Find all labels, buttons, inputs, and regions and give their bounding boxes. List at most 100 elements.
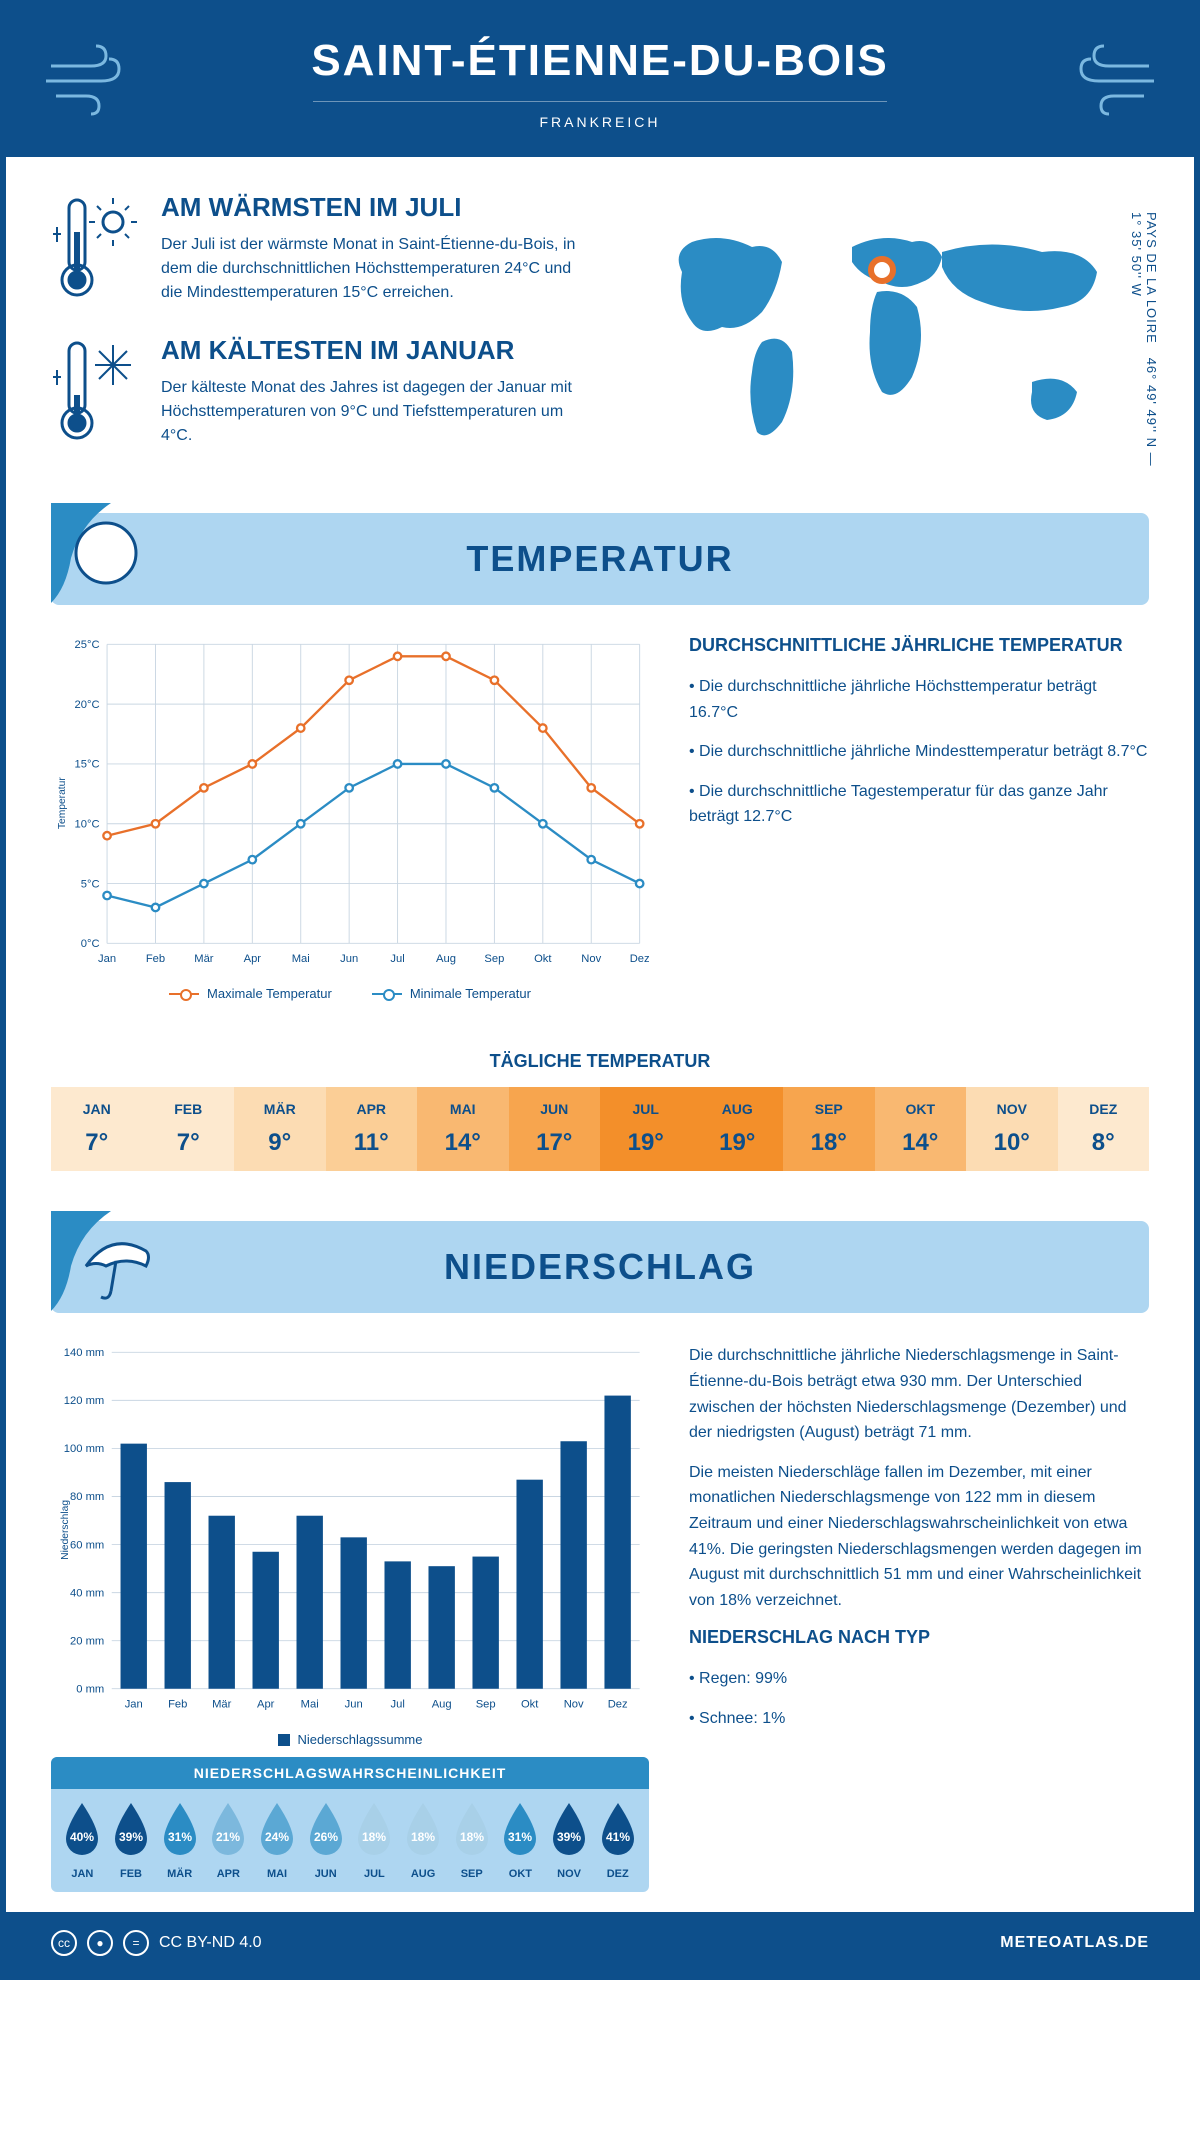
thermometer-hot-icon	[51, 192, 141, 302]
svg-text:Dez: Dez	[608, 1699, 628, 1711]
svg-text:25°C: 25°C	[75, 639, 100, 651]
nd-icon: =	[123, 1930, 149, 1956]
svg-text:60 mm: 60 mm	[70, 1540, 104, 1552]
temp-legend: Maximale Temperatur Minimale Temperatur	[51, 986, 649, 1001]
prob-drop: 21%APR	[205, 1801, 252, 1880]
svg-text:120 mm: 120 mm	[64, 1396, 104, 1408]
prob-drop: 40%JAN	[59, 1801, 106, 1880]
wind-icon-left	[41, 41, 141, 121]
fact-cold-title: AM KÄLTESTEN IM JANUAR	[161, 335, 585, 366]
svg-text:Apr: Apr	[257, 1699, 275, 1711]
svg-text:15°C: 15°C	[75, 759, 100, 771]
prob-title: NIEDERSCHLAGSWAHRSCHEINLICHKEIT	[51, 1757, 649, 1789]
svg-text:41%: 41%	[606, 1830, 630, 1844]
svg-text:21%: 21%	[216, 1830, 240, 1844]
prob-drop: 26%JUN	[302, 1801, 349, 1880]
svg-text:Jan: Jan	[98, 953, 116, 965]
svg-text:Okt: Okt	[534, 953, 552, 965]
fact-cold-text: Der kälteste Monat des Jahres ist dagege…	[161, 376, 585, 448]
prob-drop: 39%NOV	[546, 1801, 593, 1880]
fact-warm-title: AM WÄRMSTEN IM JULI	[161, 192, 585, 223]
license-text: CC BY-ND 4.0	[159, 1934, 262, 1952]
temp-text-title: DURCHSCHNITTLICHE JÄHRLICHE TEMPERATUR	[689, 635, 1149, 656]
temp-bullet-1: • Die durchschnittliche jährliche Mindes…	[689, 739, 1149, 765]
svg-text:Nov: Nov	[581, 953, 601, 965]
svg-text:Mai: Mai	[292, 953, 310, 965]
svg-text:Feb: Feb	[146, 953, 165, 965]
svg-text:Nov: Nov	[564, 1699, 584, 1711]
wind-icon-right	[1059, 41, 1159, 121]
header: SAINT-ÉTIENNE-DU-BOIS FRANKREICH	[6, 6, 1194, 157]
svg-text:18%: 18%	[460, 1830, 484, 1844]
temperature-body: 0°C5°C10°C15°C20°C25°CJanFebMärAprMaiJun…	[6, 605, 1194, 1031]
daily-cell: OKT14°	[875, 1087, 967, 1171]
svg-text:0 mm: 0 mm	[76, 1684, 104, 1696]
svg-text:Jul: Jul	[390, 953, 404, 965]
svg-text:Mär: Mär	[212, 1699, 232, 1711]
prob-drop: 41%DEZ	[594, 1801, 641, 1880]
section-header-precip: NIEDERSCHLAG	[51, 1221, 1149, 1313]
daily-cell: DEZ8°	[1058, 1087, 1150, 1171]
svg-text:18%: 18%	[362, 1830, 386, 1844]
svg-text:26%: 26%	[314, 1830, 338, 1844]
svg-text:20 mm: 20 mm	[70, 1636, 104, 1648]
svg-text:Jul: Jul	[391, 1699, 405, 1711]
world-map	[615, 192, 1149, 472]
fact-coldest: AM KÄLTESTEN IM JANUAR Der kälteste Mona…	[51, 335, 585, 448]
coordinates: PAYS DE LA LOIRE 46° 49' 49'' N — 1° 35'…	[1129, 212, 1159, 478]
precip-type-1: • Schnee: 1%	[689, 1706, 1149, 1732]
svg-text:31%: 31%	[508, 1830, 532, 1844]
svg-text:Sep: Sep	[484, 953, 504, 965]
svg-text:Mär: Mär	[194, 953, 214, 965]
prob-drop: 31%MÄR	[156, 1801, 203, 1880]
precip-type-title: NIEDERSCHLAG NACH TYP	[689, 1627, 1149, 1648]
svg-text:140 mm: 140 mm	[64, 1347, 104, 1359]
thermometer-cold-icon	[51, 335, 141, 445]
daily-cell: APR11°	[326, 1087, 418, 1171]
svg-text:Mai: Mai	[301, 1699, 319, 1711]
prob-drop: 18%SEP	[448, 1801, 495, 1880]
site-name: METEOATLAS.DE	[1000, 1934, 1149, 1952]
by-icon: ●	[87, 1930, 113, 1956]
prob-drop: 18%JUL	[351, 1801, 398, 1880]
umbrella-icon	[51, 1211, 171, 1321]
svg-text:Jan: Jan	[125, 1699, 143, 1711]
svg-text:Aug: Aug	[436, 953, 456, 965]
svg-text:18%: 18%	[411, 1830, 435, 1844]
svg-text:Dez: Dez	[630, 953, 649, 965]
svg-text:10°C: 10°C	[75, 818, 100, 830]
svg-text:39%: 39%	[119, 1830, 143, 1844]
intro-section: AM WÄRMSTEN IM JULI Der Juli ist der wär…	[6, 157, 1194, 513]
fact-warmest: AM WÄRMSTEN IM JULI Der Juli ist der wär…	[51, 192, 585, 305]
daily-cell: SEP18°	[783, 1087, 875, 1171]
svg-text:100 mm: 100 mm	[64, 1444, 104, 1456]
daily-cell: JUL19°	[600, 1087, 692, 1171]
svg-text:Temperatur: Temperatur	[57, 777, 68, 830]
daily-temp-title: TÄGLICHE TEMPERATUR	[6, 1051, 1194, 1072]
page-subtitle: FRANKREICH	[313, 101, 887, 130]
svg-text:Feb: Feb	[168, 1699, 187, 1711]
svg-text:Niederschlag: Niederschlag	[60, 1500, 71, 1560]
svg-text:39%: 39%	[557, 1830, 581, 1844]
svg-text:40 mm: 40 mm	[70, 1588, 104, 1600]
precip-probability-box: NIEDERSCHLAGSWAHRSCHEINLICHKEIT 40%JAN39…	[51, 1757, 649, 1892]
svg-text:Okt: Okt	[521, 1699, 539, 1711]
svg-text:24%: 24%	[265, 1830, 289, 1844]
precip-bar-chart: 0 mm 20 mm 40 mm 60 mm 80 mm 100 mm 120 mm 140 …	[51, 1343, 649, 1717]
prob-drop: 24%MAI	[254, 1801, 301, 1880]
precip-type-0: • Regen: 99%	[689, 1666, 1149, 1692]
daily-cell: JAN7°	[51, 1087, 143, 1171]
svg-text:Apr: Apr	[244, 953, 262, 965]
svg-text:80 mm: 80 mm	[70, 1492, 104, 1504]
precip-p2: Die meisten Niederschläge fallen im Deze…	[689, 1460, 1149, 1614]
prob-drop: 39%FEB	[108, 1801, 155, 1880]
svg-text:Jun: Jun	[345, 1699, 363, 1711]
svg-text:Jun: Jun	[340, 953, 358, 965]
temperature-line-chart: 0°C5°C10°C15°C20°C25°CJanFebMärAprMaiJun…	[51, 635, 649, 971]
prob-drop: 31%OKT	[497, 1801, 544, 1880]
daily-cell: MÄR9°	[234, 1087, 326, 1171]
daily-temp-table: JAN7°FEB7°MÄR9°APR11°MAI14°JUN17°JUL19°A…	[51, 1087, 1149, 1171]
daily-cell: MAI14°	[417, 1087, 509, 1171]
daily-cell: JUN17°	[509, 1087, 601, 1171]
prob-drop: 18%AUG	[400, 1801, 447, 1880]
